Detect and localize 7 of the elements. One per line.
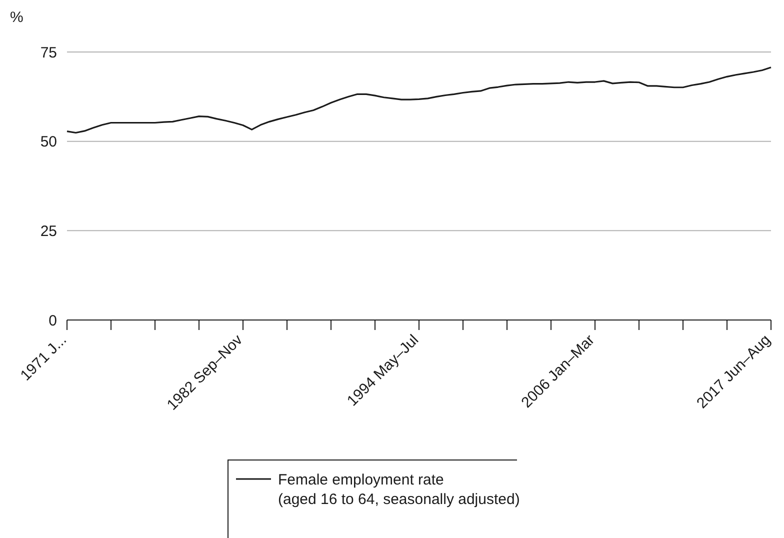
line-series [66, 66, 772, 134]
y-tick-label: 25 [40, 222, 57, 240]
y-tick-label: 50 [40, 134, 57, 151]
y-tick-label: 75 [40, 44, 57, 62]
y-tick-label: 0 [48, 312, 57, 330]
y-axis-title: % [10, 9, 24, 26]
legend-label: Female employment rate (aged 16 to 64, seasonally adjusted) [278, 471, 520, 508]
